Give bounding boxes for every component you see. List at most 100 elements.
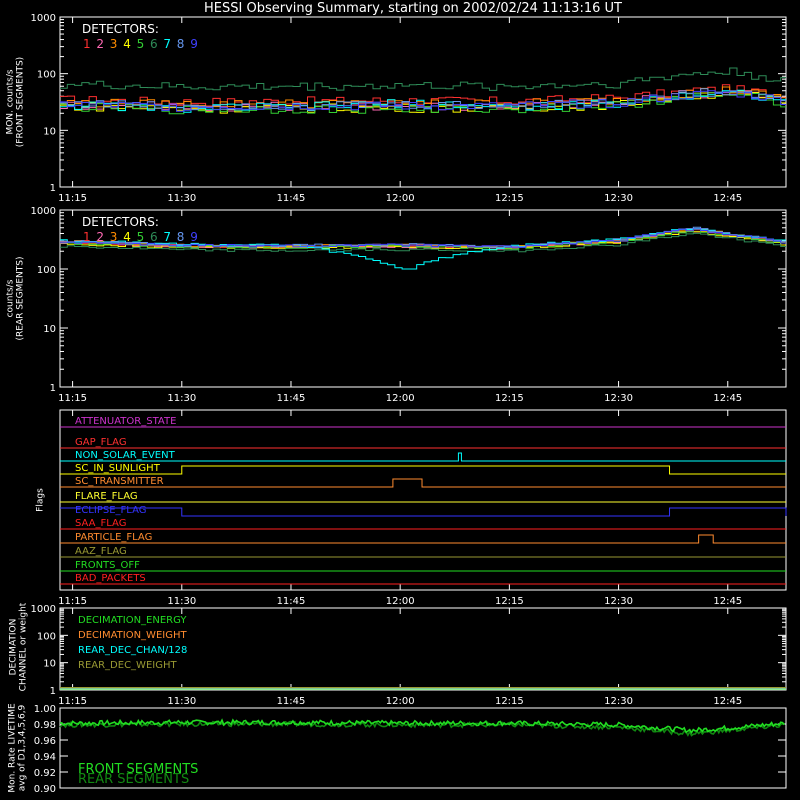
legend-detector-3: 3 — [110, 37, 118, 51]
livetime-ytick-label: 0.92 — [34, 768, 56, 779]
front-series-9 — [60, 90, 786, 112]
livetime-legend-1: REAR SEGMENTS — [78, 772, 189, 787]
livetime-legend-0: FRONT SEGMENTS — [78, 762, 198, 777]
flag-label-flare-flag: FLARE_FLAG — [75, 491, 138, 502]
flag-label-attenuator-state: ATTENUATOR_STATE — [75, 416, 176, 427]
front-xtick-label: 12:45 — [713, 193, 742, 204]
flag-label-non-solar-event: NON_SOLAR_EVENT — [75, 450, 176, 461]
legend-detector-1: 1 — [83, 230, 91, 244]
legend-detector-1: 1 — [83, 37, 91, 51]
livetime-ytick-label: 0.94 — [34, 752, 56, 763]
decimation-xtick-label: 12:45 — [713, 696, 742, 707]
front-ytick-label: 100 — [37, 70, 56, 81]
decimation-xtick-label: 12:15 — [495, 696, 524, 707]
legend-detector-8: 8 — [177, 37, 185, 51]
flags-xtick-label: 11:15 — [58, 596, 87, 607]
flag-label-eclipse-flag: ECLIPSE_FLAG — [75, 505, 146, 516]
flags-xtick-label: 11:30 — [167, 596, 196, 607]
front-xtick-label: 11:15 — [58, 193, 87, 204]
flags-xtick-label: 12:30 — [604, 596, 633, 607]
legend-detector-9: 9 — [190, 230, 198, 244]
livetime-ylabel: avg of D1,3,4,5,6,9 — [18, 704, 28, 791]
legend-detector-6: 6 — [150, 37, 158, 51]
decimation-frame — [59, 607, 787, 691]
rear-ytick-label: 10 — [43, 324, 56, 335]
rear-ytick-label: 1000 — [31, 206, 56, 217]
flags-frame — [59, 409, 787, 591]
decimation-xtick-label: 11:30 — [167, 696, 196, 707]
flags-xtick-label: 12:45 — [713, 596, 742, 607]
legend-detector-4: 4 — [123, 230, 131, 244]
livetime-ytick-label: 1.00 — [34, 704, 56, 715]
flags-ylabel: Flags — [36, 488, 46, 512]
rear-xtick-label: 12:00 — [386, 393, 415, 404]
decimation-xtick-label: 11:15 — [58, 696, 87, 707]
livetime-ytick-label: 0.98 — [34, 720, 56, 731]
front-ylabel: MON. counts/s — [6, 69, 16, 134]
decimation-ytick-label: 1 — [50, 686, 56, 697]
flag-label-aaz-flag: AAZ_FLAG — [75, 546, 127, 557]
rear-series-6 — [60, 232, 786, 253]
rear-series-9 — [60, 228, 786, 248]
flags-xtick-label: 12:00 — [386, 596, 415, 607]
legend-detector-6: 6 — [150, 230, 158, 244]
legend-detector-4: 4 — [123, 37, 131, 51]
legend-detector-3: 3 — [110, 230, 118, 244]
rear-xtick-label: 12:30 — [604, 393, 633, 404]
rear-series-7 — [60, 228, 786, 270]
flag-line-particle-flag — [60, 534, 786, 544]
legend-detector-7: 7 — [163, 230, 171, 244]
flag-line-sc-transmitter — [60, 478, 786, 488]
decimation-xtick-label: 12:00 — [386, 696, 415, 707]
flag-label-gap-flag: GAP_FLAG — [75, 437, 127, 448]
front-xtick-label: 12:15 — [495, 193, 524, 204]
front-ylabel: (FRONT SEGMENTS) — [16, 57, 26, 147]
flags-panel: 11:15 11:30 11:45 12:00 12:15 12:30 12:45 Flags… — [36, 409, 787, 607]
decimation-xtick-label: 11:45 — [277, 696, 306, 707]
decimation-panel: 11:15 11:30 11:45 12:00 12:15 12:30 12:45 1 10 10… — [9, 602, 787, 707]
rear-xtick-label: 12:45 — [713, 393, 742, 404]
front-series-6 — [60, 67, 786, 91]
legend-title: DETECTORS: — [82, 22, 159, 36]
rear-frame — [59, 209, 787, 388]
legend-detector-2: 2 — [96, 230, 104, 244]
rear-ylabel: counts/s — [6, 279, 16, 317]
rear-ylabel: (REAR SEGMENTS) — [16, 256, 26, 340]
flags-xtick-label: 11:45 — [277, 596, 306, 607]
decimation-ytick-label: 10 — [43, 659, 56, 670]
front-xtick-label: 12:00 — [386, 193, 415, 204]
livetime-ytick-label: 0.90 — [34, 784, 56, 795]
legend-title: DETECTORS: — [82, 215, 159, 229]
rear-xtick-label: 11:45 — [277, 393, 306, 404]
rear-xtick-label: 12:15 — [495, 393, 524, 404]
decimation-ytick-label: 100 — [37, 631, 56, 642]
flag-label-fronts-off: FRONTS_OFF — [75, 560, 140, 571]
flag-label-sc-transmitter: SC_TRANSMITTER — [75, 476, 164, 487]
decimation-legend-2: REAR_DEC_CHAN/128 — [78, 645, 187, 656]
livetime-ylabel: Mon. Rate LIVETIME — [8, 703, 18, 793]
livetime-frame — [59, 707, 787, 789]
rear-xtick-label: 11:30 — [167, 393, 196, 404]
decimation-legend-1: DECIMATION_WEIGHT — [78, 630, 187, 641]
front-ytick-label: 1000 — [31, 13, 56, 24]
legend-detector-8: 8 — [177, 230, 185, 244]
rear-ytick-label: 1 — [50, 383, 56, 394]
flag-line-sc-in-sunlight — [60, 465, 786, 475]
flag-label-saa-flag: SAA_FLAG — [75, 518, 126, 529]
livetime-series-0 — [59, 718, 785, 734]
legend-detector-5: 5 — [137, 230, 145, 244]
decimation-ytick-label: 1000 — [31, 604, 56, 615]
flag-label-sc-in-sunlight: SC_IN_SUNLIGHT — [75, 463, 161, 474]
front-xtick-label: 11:30 — [167, 193, 196, 204]
flag-line-eclipse-flag — [60, 507, 787, 517]
flag-label-particle-flag: PARTICLE_FLAG — [75, 532, 152, 543]
decimation-legend-0: DECIMATION_ENERGY — [78, 615, 187, 626]
rear-ytick-label: 100 — [37, 265, 56, 276]
front-xtick-label: 11:45 — [277, 193, 306, 204]
decimation-legend-3: REAR_DEC_WEIGHT — [78, 660, 177, 671]
rear-series-5 — [60, 228, 786, 250]
decimation-ylabel: CHANNEL or weight — [19, 602, 29, 691]
front-panel: 11:15 11:30 11:45 12:00 12:15 12:30 12:45 1 10 10… — [6, 13, 787, 204]
front-xtick-label: 12:30 — [604, 193, 633, 204]
